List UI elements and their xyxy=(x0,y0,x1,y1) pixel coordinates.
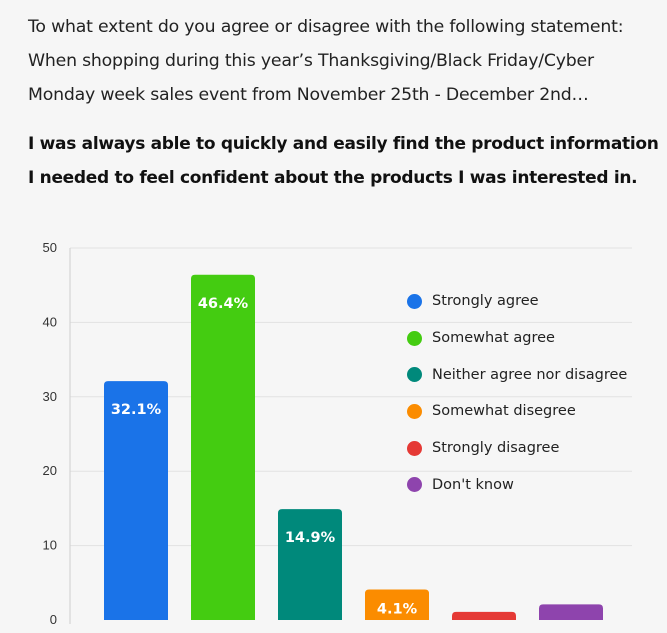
legend-swatch xyxy=(407,477,422,493)
bar xyxy=(191,274,255,620)
legend-label: Somewhat agree xyxy=(432,330,555,347)
bar-data-label: 46.4% xyxy=(198,296,249,312)
bar xyxy=(104,381,168,620)
bar xyxy=(278,509,342,620)
bar xyxy=(539,604,603,620)
y-tick-label: 10 xyxy=(43,538,57,553)
bar xyxy=(452,611,516,620)
legend-item: Somewhat agree xyxy=(407,320,627,357)
y-tick-label: 50 xyxy=(43,240,57,255)
y-tick-label: 0 xyxy=(50,612,57,627)
legend-swatch xyxy=(407,440,422,456)
y-tick-label: 40 xyxy=(43,314,57,329)
question-line-3: Monday week sales event from November 25… xyxy=(28,85,589,105)
bar-data-label: 4.1% xyxy=(377,601,418,617)
bars xyxy=(104,274,603,620)
bar xyxy=(365,589,429,620)
legend-item: Strongly agree xyxy=(407,283,627,320)
legend-swatch xyxy=(407,403,422,419)
question-line-1: To what extent do you agree or disagree … xyxy=(28,17,624,37)
legend-item: Neither agree nor disagree xyxy=(407,356,627,393)
legend-label: Neither agree nor disagree xyxy=(432,366,628,383)
legend-label: Don't know xyxy=(432,476,514,493)
legend-item: Strongly disagree xyxy=(407,430,627,467)
legend-label: Somewhat disegree xyxy=(432,403,576,420)
statement-text: I was always able to quickly and easily … xyxy=(28,127,659,195)
y-tick-label: 30 xyxy=(43,389,57,404)
legend-swatch xyxy=(407,293,422,309)
y-axis-ticks: 0 10 20 30 40 50 xyxy=(43,240,57,627)
legend-swatch xyxy=(407,330,422,346)
question-text: To what extent do you agree or disagree … xyxy=(28,10,648,112)
legend-swatch xyxy=(407,367,422,383)
legend-item: Don't know xyxy=(407,466,627,503)
statement-line-1: I was always able to quickly and easily … xyxy=(28,134,659,154)
y-tick-label: 20 xyxy=(43,463,57,478)
statement-line-2: I needed to feel confident about the pro… xyxy=(28,168,638,188)
chart-legend: Strongly agree Somewhat agree Neither agre… xyxy=(407,283,627,503)
legend-label: Strongly agree xyxy=(432,293,539,310)
bar-labels: 32.1% 46.4% 14.9% 4.1% xyxy=(111,296,418,618)
bar-data-label: 32.1% xyxy=(111,402,162,418)
legend-label: Strongly disagree xyxy=(432,440,560,457)
bar-data-label: 14.9% xyxy=(285,530,336,546)
question-line-2: When shopping during this year’s Thanksg… xyxy=(28,51,594,71)
legend-item: Somewhat disegree xyxy=(407,393,627,430)
